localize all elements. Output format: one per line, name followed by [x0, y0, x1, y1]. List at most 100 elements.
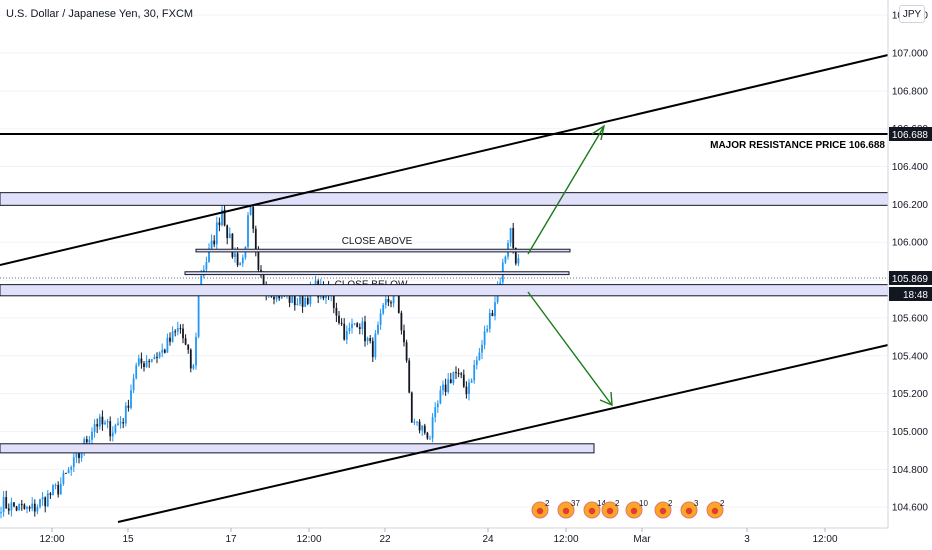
candle-body — [382, 304, 385, 314]
candle-body — [418, 421, 421, 431]
candle-body — [351, 323, 353, 329]
candle-body — [288, 294, 291, 303]
candle-body — [517, 258, 520, 264]
candle-body — [247, 215, 249, 247]
candle-body — [54, 484, 57, 486]
candle-body — [223, 209, 226, 226]
close-above-zone[interactable] — [195, 248, 571, 253]
close-below-zone[interactable] — [184, 271, 570, 276]
candle-body — [132, 378, 135, 391]
candle-body — [228, 233, 231, 238]
time-tick-label: 3 — [744, 534, 750, 545]
event-count: 14 — [597, 499, 606, 508]
price-tick-label: 106.200 — [892, 200, 929, 211]
candle-body — [218, 222, 221, 226]
economic-event-icon[interactable]: 2 — [601, 499, 620, 519]
candle-body — [410, 392, 413, 423]
candle-body — [195, 336, 197, 366]
candle-body — [358, 327, 361, 329]
economic-event-icon[interactable]: 10 — [625, 499, 648, 519]
candle-body — [205, 262, 208, 270]
candle-body — [208, 248, 210, 263]
economic-event-icon[interactable]: 2 — [706, 499, 725, 519]
candle-body — [434, 407, 437, 418]
candle-body — [114, 425, 117, 433]
price-tick-label: 106.800 — [892, 86, 929, 97]
time-axis[interactable] — [0, 528, 888, 550]
event-count: 37 — [571, 499, 580, 508]
candle-body — [257, 251, 260, 270]
candle-body — [397, 289, 400, 313]
candle-body — [140, 358, 143, 364]
candle-body — [169, 337, 171, 342]
candle-body — [364, 321, 366, 342]
candle-body — [504, 256, 507, 263]
price-tick-label: 106.400 — [892, 162, 929, 173]
candle-body — [182, 328, 184, 339]
candle-body — [273, 296, 275, 300]
candle-body — [249, 206, 252, 216]
candle-body — [109, 421, 112, 437]
economic-event-icon[interactable]: 2 — [654, 499, 673, 519]
currency-badge[interactable]: JPY — [899, 5, 925, 23]
economic-event-icon[interactable]: 2 — [531, 499, 550, 519]
candle-body — [481, 344, 483, 353]
candle-body — [478, 352, 481, 361]
candle-body — [78, 453, 80, 459]
candle-body — [384, 298, 387, 305]
candle-body — [5, 497, 8, 509]
candle-body — [226, 225, 229, 238]
candle-body — [179, 328, 182, 330]
candle-body — [15, 506, 18, 511]
candle-body — [457, 373, 460, 375]
economic-event-icon[interactable]: 14 — [583, 499, 606, 519]
candle-body — [119, 422, 122, 424]
candle-body — [421, 425, 424, 431]
price-axis[interactable] — [888, 0, 932, 528]
candle-body — [377, 324, 379, 334]
close-above-zone-label: CLOSE ABOVE — [342, 236, 413, 247]
candle-body — [213, 240, 216, 245]
candle-body — [452, 372, 455, 384]
event-count: 2 — [720, 499, 725, 508]
candle-body — [57, 484, 60, 495]
candle-body — [210, 240, 213, 249]
candle-body — [20, 503, 23, 505]
candle-body — [379, 313, 382, 325]
economic-event-icon[interactable]: 37 — [557, 499, 580, 519]
candle-body — [41, 497, 44, 500]
time-tick-label: 22 — [379, 534, 391, 545]
candle-body — [7, 508, 10, 511]
time-tick-label: 15 — [122, 534, 134, 545]
candle-body — [468, 382, 470, 395]
lower-demand-zone[interactable] — [0, 443, 595, 454]
candle-body — [460, 373, 463, 375]
candle-body — [124, 405, 127, 424]
candle-body — [413, 421, 416, 423]
candle-body — [23, 504, 26, 509]
candle-body — [150, 359, 153, 362]
price-tick-label: 104.600 — [892, 503, 929, 514]
candle-body — [52, 485, 54, 495]
candle-body — [392, 293, 395, 304]
upper-supply-zone[interactable] — [0, 192, 889, 206]
candle-body — [145, 360, 148, 367]
candle-body — [65, 472, 67, 474]
candle-body — [475, 360, 478, 365]
candle-body — [59, 483, 62, 495]
candle-body — [192, 365, 195, 369]
candle-body — [13, 502, 15, 507]
candle-body — [429, 438, 431, 440]
candle-body — [2, 497, 5, 513]
candle-body — [239, 263, 242, 266]
price-tick-label: 104.800 — [892, 465, 929, 476]
candle-body — [301, 296, 304, 307]
mid-demand-zone[interactable] — [0, 284, 889, 297]
candle-body — [62, 472, 65, 484]
candle-body — [400, 312, 403, 331]
economic-event-icon[interactable]: 3 — [680, 499, 699, 519]
candle-body — [117, 423, 119, 426]
candle-body — [104, 422, 106, 425]
event-count: 2 — [545, 499, 550, 508]
